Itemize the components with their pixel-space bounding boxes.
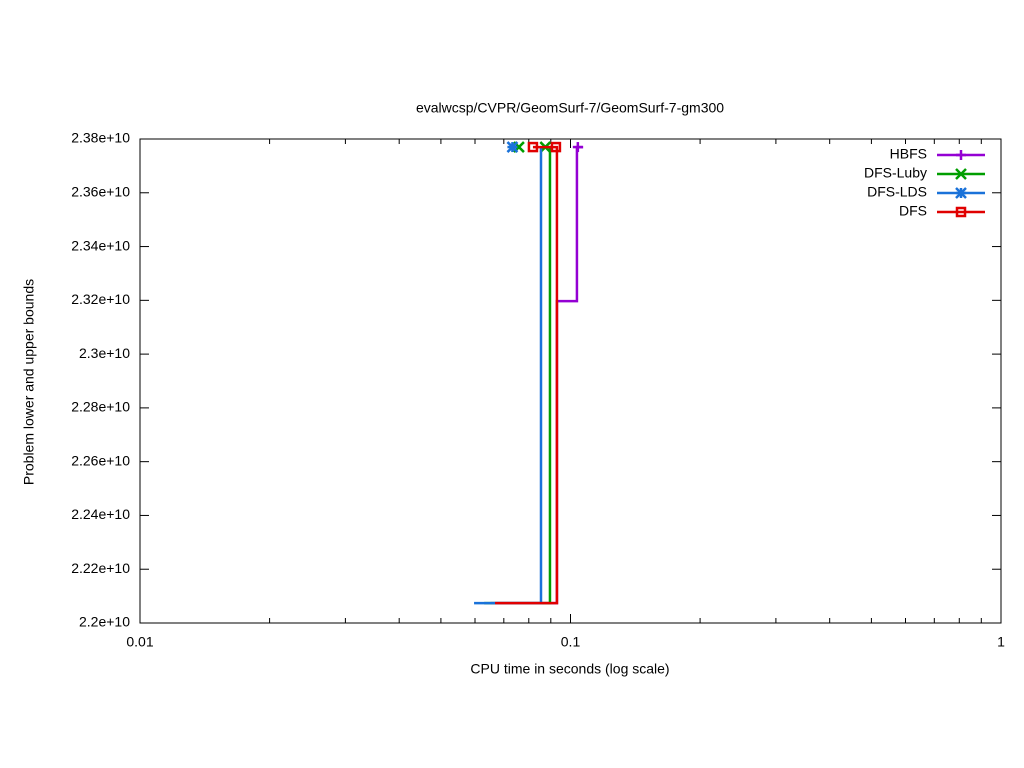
marker-stroke: [955, 168, 967, 180]
x-tick-label: 0.1: [561, 634, 581, 650]
y-tick-label: 2.26e+10: [71, 452, 130, 468]
x-tick-label: 1: [997, 634, 1005, 650]
legend-marker: [955, 206, 967, 218]
legend-marker: [955, 168, 967, 180]
legend-label: HBFS: [890, 146, 927, 162]
data-point: [572, 142, 583, 153]
marker-stroke: [955, 187, 967, 199]
series-line: [490, 145, 584, 605]
y-tick-label: 2.28e+10: [71, 399, 130, 415]
series-line: [474, 147, 543, 605]
x-tick-label: 0.01: [126, 634, 153, 650]
series-line: [495, 145, 559, 605]
y-tick-label: 2.34e+10: [71, 237, 130, 253]
data-point: [506, 141, 519, 153]
legend-marker: [956, 150, 966, 160]
legend-label: DFS: [899, 203, 927, 219]
chart-title: evalwcsp/CVPR/GeomSurf-7/GeomSurf-7-gm30…: [416, 100, 724, 116]
y-tick-label: 2.22e+10: [71, 560, 130, 576]
y-tick-label: 2.24e+10: [71, 506, 130, 522]
data-point: [527, 141, 539, 153]
y-tick-label: 2.38e+10: [71, 130, 130, 146]
y-tick-label: 2.3e+10: [79, 345, 130, 361]
marker-stroke: [955, 206, 967, 218]
plot-frame: [139, 138, 1002, 624]
y-tick-label: 2.32e+10: [71, 291, 130, 307]
legend-label: DFS-LDS: [867, 184, 927, 200]
legend-label: DFS-Luby: [864, 165, 927, 181]
y-tick-label: 2.2e+10: [79, 614, 130, 630]
legend-marker: [955, 187, 967, 199]
data-point: [550, 141, 562, 153]
y-axis-label: Problem lower and upper bounds: [21, 279, 37, 485]
marker-stroke: [506, 141, 519, 153]
y-tick-label: 2.36e+10: [71, 183, 130, 199]
x-axis-label: CPU time in seconds (log scale): [470, 661, 669, 677]
marker-stroke: [527, 141, 539, 153]
marker-stroke: [550, 141, 562, 153]
